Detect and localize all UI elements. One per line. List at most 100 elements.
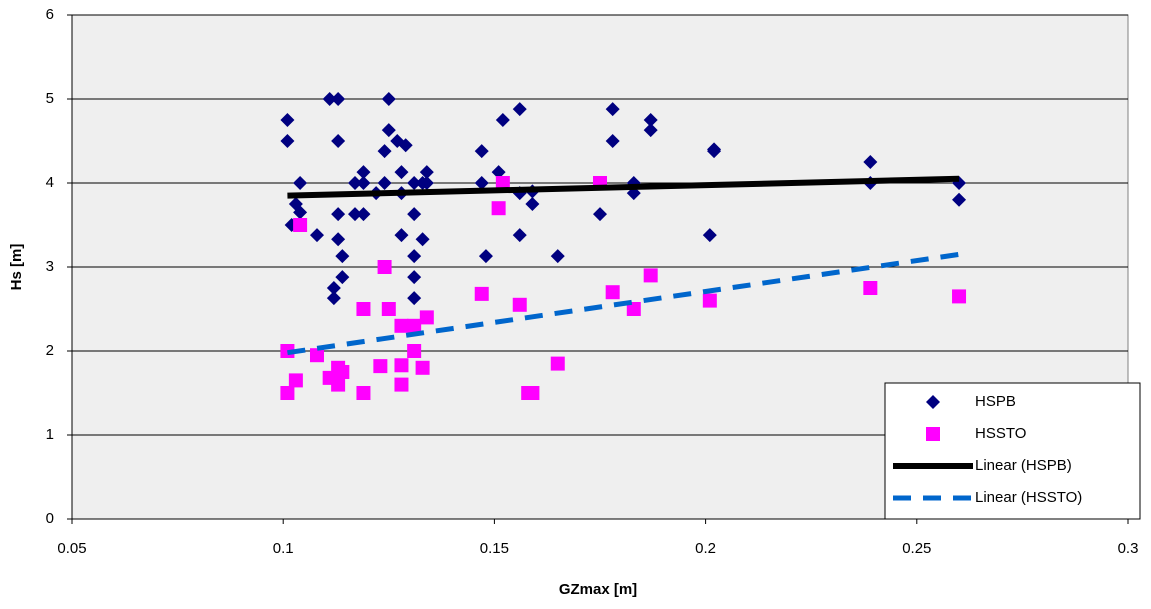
data-point — [407, 176, 422, 190]
y-tick-label: 6 — [46, 6, 54, 23]
data-point — [626, 302, 641, 316]
data-point — [407, 291, 422, 306]
data-point — [293, 176, 308, 190]
y-tick-label: 1 — [46, 426, 54, 443]
data-point — [394, 228, 409, 243]
y-tick-label: 5 — [46, 90, 54, 107]
x-tick-label: 0.25 — [902, 540, 931, 557]
data-point — [643, 113, 658, 127]
data-point — [377, 260, 392, 274]
data-point — [394, 358, 409, 373]
data-point — [407, 207, 422, 222]
data-point — [605, 134, 620, 148]
data-point — [280, 113, 295, 127]
data-point — [331, 92, 346, 106]
data-point — [474, 144, 489, 159]
data-point — [474, 286, 489, 301]
data-point — [550, 356, 565, 371]
data-point — [356, 176, 371, 190]
data-point — [525, 386, 540, 400]
x-tick-label: 0.05 — [57, 540, 86, 557]
data-point — [643, 123, 658, 138]
data-point — [398, 138, 413, 153]
data-point — [335, 270, 350, 285]
data-point — [952, 289, 967, 304]
data-point — [643, 268, 658, 283]
legend-label: HSSTO — [975, 425, 1026, 442]
y-axis-title: Hs [m] — [8, 244, 25, 291]
data-point — [394, 377, 409, 392]
y-tick-label: 3 — [46, 258, 54, 275]
data-point — [495, 176, 510, 190]
data-point — [356, 207, 371, 222]
data-point — [373, 359, 388, 374]
data-point — [863, 155, 878, 169]
data-point — [702, 293, 717, 308]
data-point — [491, 201, 506, 216]
data-point — [356, 165, 371, 180]
data-point — [407, 249, 422, 264]
data-point — [605, 102, 620, 117]
data-point — [331, 232, 346, 247]
data-point — [348, 176, 363, 190]
data-point — [331, 207, 346, 222]
data-point — [495, 113, 510, 127]
y-tick-label: 2 — [46, 342, 54, 359]
data-point — [381, 302, 396, 316]
data-point — [474, 176, 489, 190]
x-tick-label: 0.15 — [480, 540, 509, 557]
data-point — [309, 228, 324, 243]
data-point — [407, 270, 422, 285]
data-point — [707, 142, 722, 157]
data-point — [381, 123, 396, 138]
data-point — [322, 92, 337, 106]
x-tick-label: 0.3 — [1118, 540, 1139, 557]
data-point — [863, 281, 878, 295]
data-point — [419, 165, 434, 180]
data-point — [952, 192, 967, 207]
data-point — [419, 310, 434, 325]
y-tick-label: 4 — [46, 174, 54, 191]
legend-label: HSPB — [975, 393, 1016, 410]
trend-line — [287, 251, 960, 356]
data-point — [512, 297, 527, 312]
data-point — [381, 92, 396, 106]
data-point — [605, 285, 620, 300]
legend-label: Linear (HSSTO) — [975, 489, 1082, 506]
data-point — [356, 386, 371, 400]
data-point — [326, 291, 341, 306]
x-tick-label: 0.2 — [695, 540, 716, 557]
legend-label: Linear (HSPB) — [975, 457, 1072, 474]
legend-swatch — [926, 395, 940, 409]
data-point — [407, 318, 422, 333]
data-point — [377, 144, 392, 159]
data-point — [326, 281, 341, 295]
data-point — [280, 134, 295, 148]
data-point — [335, 365, 350, 379]
data-point — [491, 165, 506, 180]
x-tick-label: 0.1 — [273, 540, 294, 557]
data-point — [415, 360, 430, 375]
data-point — [407, 344, 422, 358]
data-point — [512, 228, 527, 243]
data-point — [593, 207, 607, 222]
data-point — [394, 318, 409, 333]
data-point — [293, 218, 308, 232]
trend-line — [287, 175, 960, 199]
data-point — [335, 249, 350, 264]
data-point — [550, 249, 565, 264]
y-tick-label: 0 — [46, 510, 54, 527]
data-point — [331, 377, 346, 392]
data-point — [512, 102, 527, 117]
data-point — [702, 228, 717, 243]
data-point — [288, 373, 303, 388]
data-point — [356, 302, 371, 316]
data-point — [331, 134, 346, 148]
data-point — [377, 176, 392, 190]
x-axis-title: GZmax [m] — [559, 581, 637, 598]
data-point — [293, 205, 308, 220]
data-point — [525, 197, 540, 211]
data-point — [419, 176, 434, 190]
data-point — [478, 249, 493, 264]
